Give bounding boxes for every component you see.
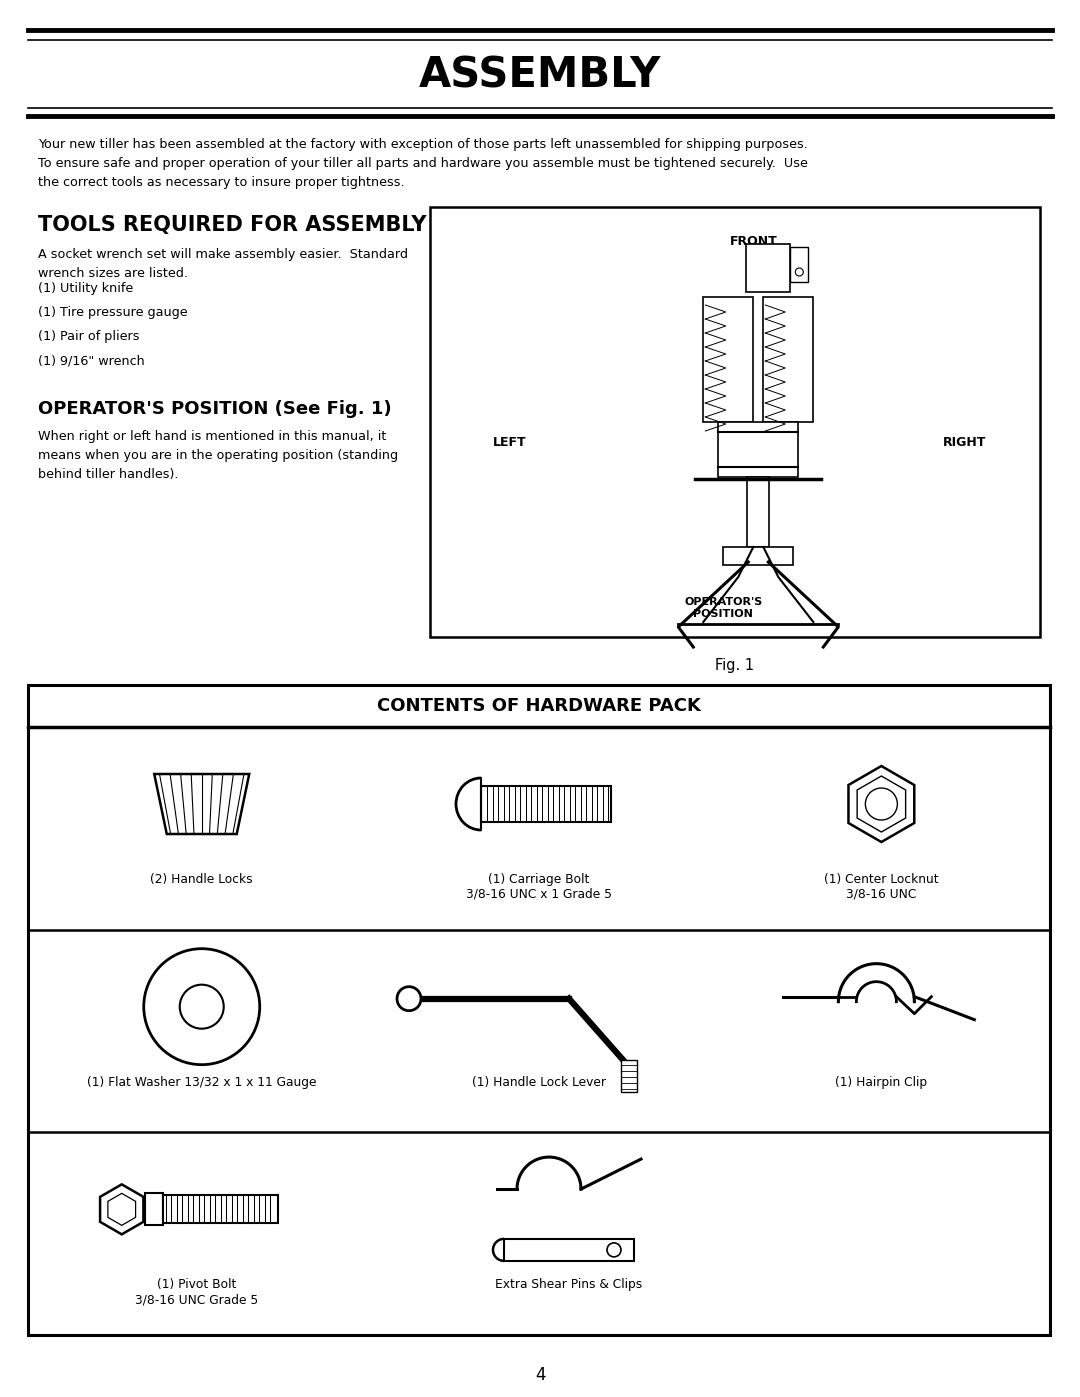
Text: (1) Center Locknut
3/8-16 UNC: (1) Center Locknut 3/8-16 UNC [824,873,939,901]
Text: CONTENTS OF HARDWARE PACK: CONTENTS OF HARDWARE PACK [377,697,701,715]
Bar [724,548,794,564]
Text: Fig. 1: Fig. 1 [715,658,755,673]
Bar [504,1239,634,1261]
Text: means when you are in the operating position (standing: means when you are in the operating posi… [38,448,399,462]
Text: (1) Handle Lock Lever: (1) Handle Lock Lever [472,1076,606,1088]
Bar [747,476,769,548]
Text: To ensure safe and proper operation of your tiller all parts and hardware you as: To ensure safe and proper operation of y… [38,156,808,170]
Polygon shape [154,774,249,834]
Polygon shape [108,1193,136,1225]
Bar [28,685,1050,1336]
Bar [791,247,808,282]
Circle shape [144,949,260,1065]
Text: the correct tools as necessary to insure proper tightness.: the correct tools as necessary to insure… [38,176,405,189]
Text: When right or left hand is mentioned in this manual, it: When right or left hand is mentioned in … [38,430,387,443]
Bar [764,298,813,422]
Text: (1) Pivot Bolt
3/8-16 UNC Grade 5: (1) Pivot Bolt 3/8-16 UNC Grade 5 [135,1278,258,1306]
Circle shape [179,985,224,1028]
Text: OPERATOR'S POSITION (See Fig. 1): OPERATOR'S POSITION (See Fig. 1) [38,400,392,418]
Text: Extra Shear Pins & Clips: Extra Shear Pins & Clips [496,1278,643,1291]
Text: (2) Handle Locks: (2) Handle Locks [150,873,253,886]
Text: (1) Pair of pliers: (1) Pair of pliers [38,330,139,344]
Polygon shape [858,775,906,833]
Text: (1) 9/16" wrench: (1) 9/16" wrench [38,353,145,367]
Text: LEFT: LEFT [494,436,527,448]
Circle shape [865,788,897,820]
Bar [718,422,798,476]
Polygon shape [100,1185,144,1235]
Text: (1) Flat Washer 13/32 x 1 x 11 Gauge: (1) Flat Washer 13/32 x 1 x 11 Gauge [87,1076,316,1088]
Bar [481,787,611,821]
Bar [703,298,754,422]
Text: TOOLS REQUIRED FOR ASSEMBLY: TOOLS REQUIRED FOR ASSEMBLY [38,215,427,235]
Bar [163,1196,278,1224]
Text: wrench sizes are listed.: wrench sizes are listed. [38,267,188,279]
Text: 4: 4 [535,1366,545,1384]
Text: behind tiller handles).: behind tiller handles). [38,468,178,481]
Circle shape [795,268,804,277]
Polygon shape [849,766,915,842]
Bar [145,1193,163,1225]
Bar [430,207,1040,637]
Text: ASSEMBLY: ASSEMBLY [419,54,661,96]
Text: A socket wrench set will make assembly easier.  Standard: A socket wrench set will make assembly e… [38,249,408,261]
Text: (1) Carriage Bolt
3/8-16 UNC x 1 Grade 5: (1) Carriage Bolt 3/8-16 UNC x 1 Grade 5 [465,873,612,901]
Bar [746,244,791,292]
Text: OPERATOR'S
POSITION: OPERATOR'S POSITION [684,597,762,619]
Bar [621,1060,637,1091]
Text: (1) Hairpin Clip: (1) Hairpin Clip [835,1076,928,1088]
Text: FRONT: FRONT [729,235,778,249]
Circle shape [607,1243,621,1257]
Text: (1) Utility knife: (1) Utility knife [38,282,133,295]
Text: Your new tiller has been assembled at the factory with exception of those parts : Your new tiller has been assembled at th… [38,138,808,151]
Circle shape [397,986,421,1010]
Text: (1) Tire pressure gauge: (1) Tire pressure gauge [38,306,188,319]
Text: RIGHT: RIGHT [943,436,987,448]
